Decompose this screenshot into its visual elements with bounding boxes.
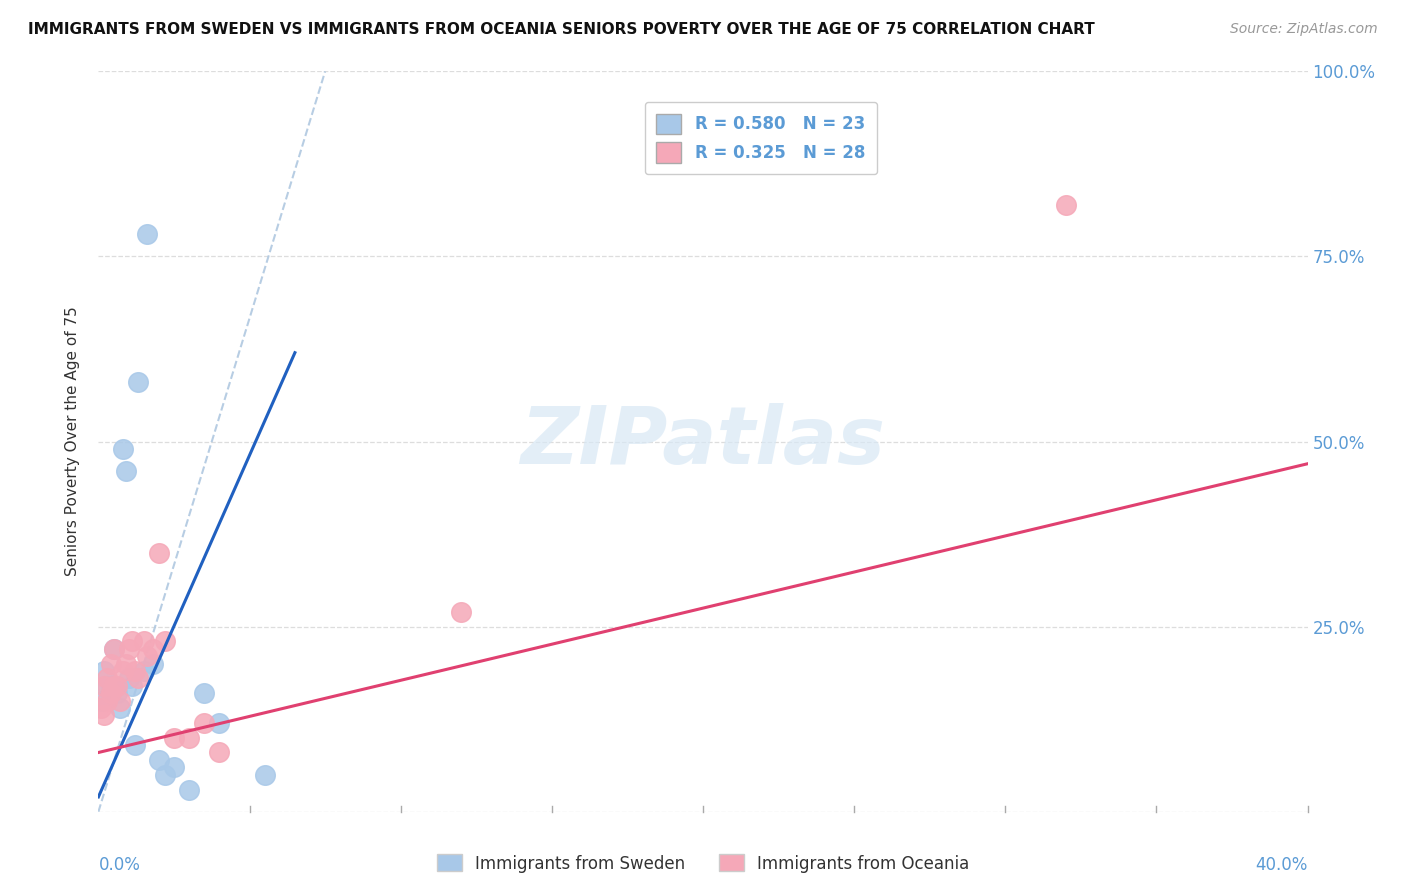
Point [100, 686, 122, 700]
Point [103, 679, 125, 693]
Point [108, 701, 131, 715]
Point [100, 657, 122, 671]
Point [118, 672, 141, 686]
Point [132, 634, 155, 648]
Point [1054, 197, 1077, 211]
Text: Source: ZipAtlas.com: Source: ZipAtlas.com [1230, 22, 1378, 37]
Legend: Immigrants from Sweden, Immigrants from Oceania: Immigrants from Sweden, Immigrants from … [430, 847, 976, 880]
Point [118, 641, 141, 656]
Point [132, 664, 155, 678]
Point [93, 679, 115, 693]
Point [111, 442, 134, 456]
Point [103, 641, 125, 656]
Point [111, 664, 134, 678]
Point [121, 679, 143, 693]
Point [208, 715, 231, 730]
Point [153, 767, 176, 781]
Text: 40.0%: 40.0% [1256, 856, 1308, 874]
Point [124, 664, 146, 678]
Point [135, 227, 157, 242]
Point [142, 657, 165, 671]
Point [103, 641, 125, 656]
Point [148, 546, 170, 560]
Point [108, 694, 131, 708]
Text: IMMIGRANTS FROM SWEDEN VS IMMIGRANTS FROM OCEANIA SENIORS POVERTY OVER THE AGE O: IMMIGRANTS FROM SWEDEN VS IMMIGRANTS FRO… [28, 22, 1095, 37]
Point [121, 634, 143, 648]
Y-axis label: Seniors Poverty Over the Age of 75: Seniors Poverty Over the Age of 75 [65, 307, 80, 576]
Point [96, 679, 118, 693]
Point [105, 686, 128, 700]
Point [100, 679, 122, 693]
Point [127, 376, 149, 390]
Point [96, 694, 118, 708]
Point [148, 753, 170, 767]
Point [253, 767, 276, 781]
Point [179, 782, 201, 797]
Point [90, 694, 112, 708]
Point [124, 738, 146, 752]
Point [163, 760, 186, 774]
Point [163, 731, 186, 745]
Point [93, 708, 115, 723]
Point [105, 679, 128, 693]
Point [96, 672, 118, 686]
Text: 0.0%: 0.0% [98, 856, 141, 874]
Point [114, 657, 136, 671]
Point [193, 715, 215, 730]
Point [93, 664, 115, 678]
Point [153, 634, 176, 648]
Text: ZIPatlas: ZIPatlas [520, 402, 886, 481]
Legend: R = 0.580   N = 23, R = 0.325   N = 28: R = 0.580 N = 23, R = 0.325 N = 28 [645, 102, 877, 174]
Point [208, 746, 231, 760]
Point [193, 686, 215, 700]
Point [142, 641, 165, 656]
Point [450, 605, 472, 619]
Point [114, 464, 136, 478]
Point [90, 701, 112, 715]
Point [179, 731, 201, 745]
Point [135, 649, 157, 664]
Point [127, 672, 149, 686]
